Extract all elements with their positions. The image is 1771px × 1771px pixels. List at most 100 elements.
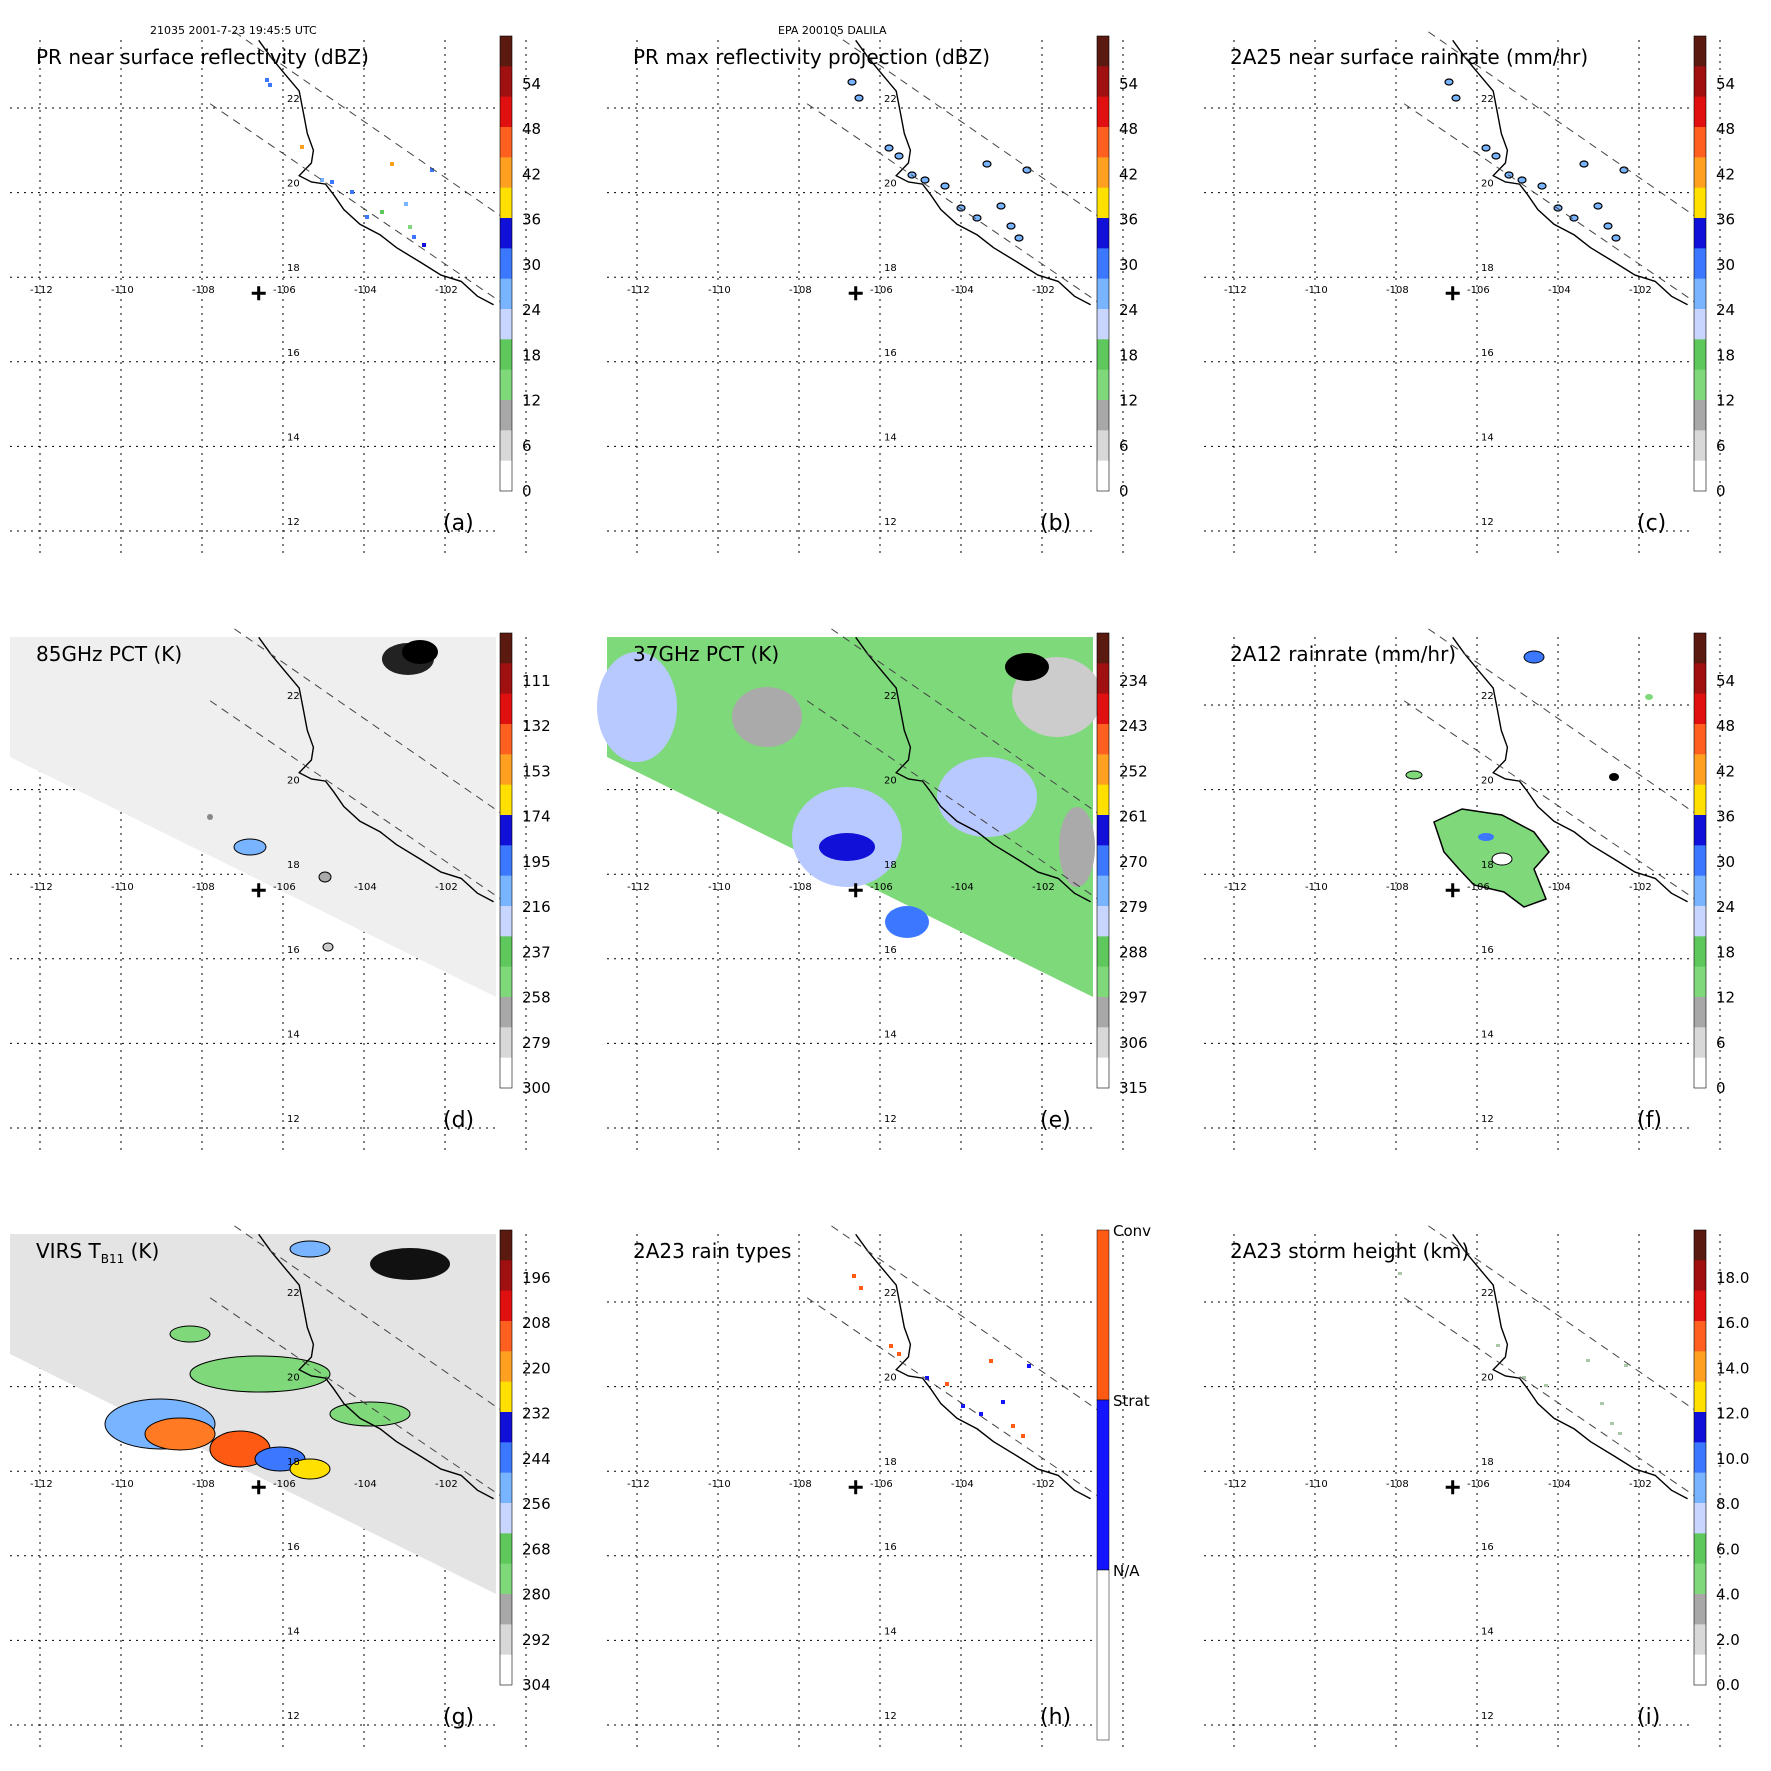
colorbar-segment [500,845,512,877]
colorbar-segment [500,693,512,725]
rain-cell [1478,833,1494,841]
cloud-top [370,1248,450,1280]
reflectivity-pixel [350,190,354,194]
reflectivity-pixel [404,202,408,206]
colorbar-tick-label: 252 [1119,762,1148,780]
lon-tick-label: -106 [1467,882,1490,893]
colorbar-segment [1694,845,1706,877]
colorbar-frame [499,632,513,1089]
colorbar-tick-label: 48 [1119,120,1138,138]
pr-swath-edge [209,103,502,303]
colorbar-segment [500,815,512,846]
lat-tick-label: 16 [884,1542,897,1553]
lon-tick-label: -108 [1386,882,1409,893]
pr-swath-edge [1428,628,1705,820]
colorbar: 111 132 153 174 195 216 237 258 279 300 [499,632,551,1097]
coastline [855,1233,1091,1500]
colorbar-segment [1694,218,1706,249]
storm-height-pixel [1600,1402,1604,1405]
colorbar-tick-label: 232 [522,1405,551,1423]
panel-label: (c) [1637,511,1666,536]
colorbar-frame [499,35,513,492]
colorbar-tick-label: 24 [1716,898,1735,916]
colorbar-tick-label: 12 [1716,989,1735,1007]
rain-type-pixel [989,1359,993,1363]
colorbar-category-label: Strat [1113,1392,1150,1410]
colorbar-tick-label: 220 [522,1359,551,1377]
colorbar-tick-label: 12 [1119,392,1138,410]
colorbar-segment [1097,218,1109,249]
colorbar: 54 48 42 36 30 24 18 12 6 0 [1693,35,1735,500]
pct37-region [732,687,802,747]
colorbar-tick-label: 12 [522,392,541,410]
lon-tick-label: -106 [1467,285,1490,296]
colorbar-segment [1694,157,1706,189]
colorbar-segment [1096,1569,1110,1741]
lat-tick-label: 16 [1481,348,1494,359]
panel-label: (h) [1040,1705,1071,1730]
lon-tick-label: -104 [1548,285,1571,296]
colorbar-tick-label: 237 [522,943,551,961]
colorbar-segment [500,1624,512,1656]
colorbar-segment [500,1654,512,1686]
colorbar-tick-label: 268 [522,1540,551,1558]
lat-tick-label: 22 [287,94,300,105]
colorbar-tick-label: 6.0 [1716,1540,1740,1558]
lat-tick-label: 20 [287,776,300,787]
colorbar-segment [1694,1230,1706,1261]
coastline [855,39,1091,306]
colorbar-frame [1096,35,1110,492]
colorbar-segment [1097,875,1109,907]
convection-blob [318,871,332,883]
colorbar-category-label: N/A [1113,1562,1140,1580]
colorbar-segment [1694,906,1706,937]
panel-label: (d) [443,1108,474,1133]
lon-tick-label: -108 [789,882,812,893]
lat-tick-label: 14 [884,1029,897,1040]
colorbar-segment [1097,997,1109,1028]
orbit-time-header: 21035 2001-7-23 19:45:5 UTC [150,24,317,37]
colorbar-tick-label: 42 [1119,165,1138,183]
colorbar-tick-label: 48 [522,120,541,138]
colorbar-tick-label: 304 [522,1676,551,1694]
lat-tick-label: 22 [287,691,300,702]
map-panel: -112 -110 -108 -106 -104 -102 22 20 18 16 14 12 PR m… [607,31,1138,555]
pct37-region [937,757,1037,837]
colorbar-tick-label: 280 [522,1586,551,1604]
colorbar-tick-label: 4.0 [1716,1586,1740,1604]
pct37-region [885,906,929,938]
lat-tick-label: 12 [287,1711,300,1722]
lat-tick-label: 20 [1481,179,1494,190]
pr-swath-edge [209,700,502,900]
colorbar: 54 48 42 36 30 24 18 12 6 0 [499,35,541,500]
rain-type-pixel [897,1352,901,1356]
colorbar: 54 48 42 36 30 24 18 12 6 0 [1693,632,1735,1097]
lat-tick-label: 22 [1481,691,1494,702]
coastline [1452,1233,1688,1500]
lat-tick-label: 16 [1481,1542,1494,1553]
colorbar-tick-label: 36 [1119,211,1138,229]
rain-cell-contour [1579,160,1589,168]
lat-tick-label: 18 [1481,1457,1494,1468]
panel-label: (i) [1637,1705,1660,1730]
rain-type-pixel [852,1274,856,1278]
colorbar-segment [500,906,512,937]
colorbar-segment [500,66,512,98]
cloud-top [329,1401,411,1427]
colorbar-tick-label: 261 [1119,808,1148,826]
lon-tick-label: -104 [1548,1479,1571,1490]
panel-title: 2A23 storm height (km) [1230,1239,1469,1263]
colorbar-segment [1097,724,1109,755]
pr-swath-edge [806,700,1099,900]
colorbar-segment [500,966,512,998]
colorbar-tick-label: 48 [1716,717,1735,735]
colorbar: Conv Strat N/A [1096,1222,1151,1741]
lon-tick-label: -106 [870,285,893,296]
map-panel: -112 -110 -108 -106 -104 -102 22 20 18 16 14 12 2A23… [1204,1225,1749,1749]
colorbar-tick-label: 300 [522,1079,551,1097]
colorbar: 54 48 42 36 30 24 18 12 6 0 [1096,35,1138,500]
coastline [1452,39,1688,306]
pr-swath-edge [209,1297,502,1497]
storm-height-pixel [1544,1384,1548,1387]
colorbar-tick-label: 153 [522,762,551,780]
